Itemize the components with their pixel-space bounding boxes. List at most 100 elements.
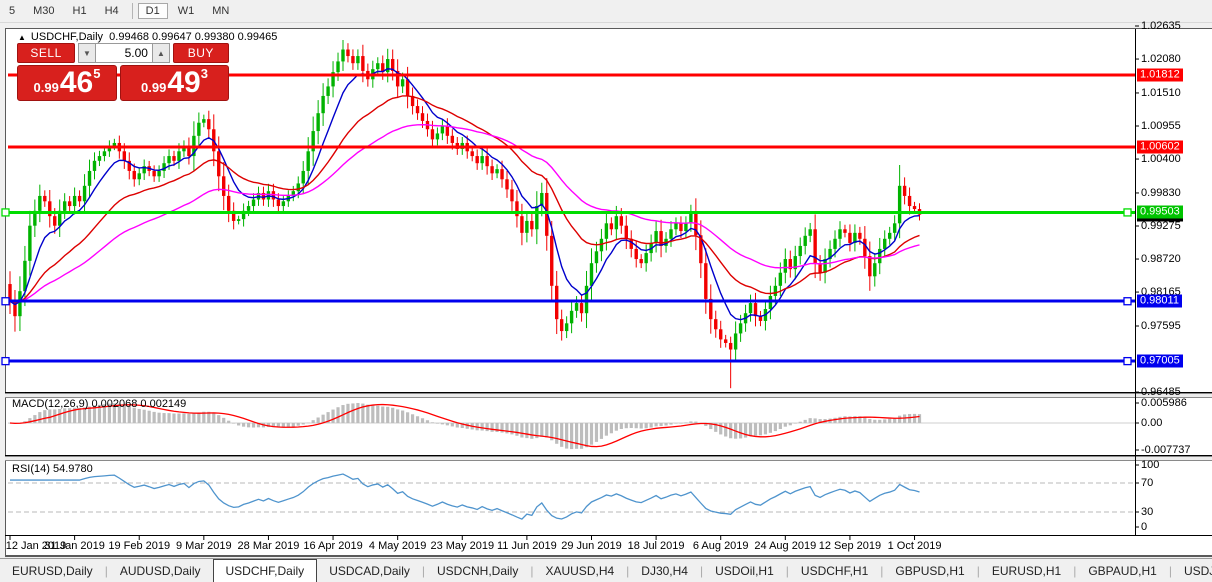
- tab-separator: |: [104, 564, 108, 578]
- timeframe-button-d1[interactable]: D1: [137, 3, 168, 19]
- amount-decrease-button[interactable]: ▼: [78, 43, 96, 63]
- rsi-tick: 0: [1141, 521, 1148, 533]
- macd-tick: -0.007737: [1141, 444, 1191, 456]
- tab-separator: |: [530, 564, 534, 578]
- chart-tab-usdoil-h1[interactable]: USDOil,H1: [715, 564, 774, 578]
- buy-price-big: 49: [167, 66, 201, 99]
- tab-separator: |: [699, 564, 704, 578]
- timeframe-toolbar: 5 M30 H1 H4 D1 W1 MN: [0, 0, 1212, 23]
- chart-tab-dj30-h4[interactable]: DJ30,H4: [641, 564, 688, 578]
- sell-price-prefix: 0.99: [33, 80, 59, 95]
- tab-separator: |: [626, 564, 630, 578]
- price-tick: 0.96485: [1141, 386, 1181, 399]
- sell-price-sup: 5: [93, 66, 101, 81]
- chart-tab-usdcnh-daily[interactable]: USDCNH,Daily: [437, 564, 519, 578]
- amount-increase-button[interactable]: ▲: [151, 43, 170, 63]
- price-tick: 0.97595: [1141, 320, 1181, 332]
- chart-window[interactable]: [5, 28, 1212, 557]
- tab-separator: |: [421, 564, 425, 578]
- tab-separator: |: [1073, 564, 1077, 578]
- date-tick: 4 May 2019: [368, 540, 427, 552]
- rsi-label: RSI(14) 54.9780: [12, 463, 93, 475]
- price-tick: 1.00400: [1141, 153, 1181, 166]
- trade-panel-top-row: SELL ▼ ▲ BUY: [17, 43, 229, 63]
- macd-panel-bottom-border: [5, 455, 1212, 456]
- tab-separator: |: [785, 564, 789, 578]
- down-arrow-icon: ▼: [83, 48, 91, 58]
- chart-tab-eurusd-h1[interactable]: EURUSD,H1: [991, 564, 1062, 578]
- buy-price-prefix: 0.99: [141, 80, 167, 95]
- date-tick: 28 Mar 2019: [237, 540, 300, 552]
- macd-tick: 0.005986: [1141, 397, 1187, 409]
- buy-price-tile[interactable]: 0.99 49 3: [120, 65, 229, 101]
- chart-tab-usdchf-h1[interactable]: USDCHF,H1: [800, 564, 869, 578]
- price-tick: 1.02635: [1141, 20, 1181, 32]
- date-tick: 29 Jun 2019: [561, 540, 622, 552]
- chart-tab-usdjp[interactable]: USDJP: [1183, 564, 1212, 578]
- macd-panel-resizer[interactable]: [5, 393, 1212, 398]
- date-tick: 24 Aug 2019: [754, 540, 817, 552]
- date-tick: 9 Mar 2019: [176, 540, 232, 552]
- timeframe-button-w1[interactable]: W1: [177, 5, 195, 17]
- up-arrow-icon: ▲: [156, 48, 165, 58]
- timeframe-button-m30[interactable]: M30: [33, 5, 55, 17]
- price-line-badge: 1.00602: [1137, 140, 1183, 154]
- sell-price-tile[interactable]: 0.99 46 5: [17, 65, 117, 101]
- rsi-tick: 70: [1141, 477, 1154, 489]
- timeframe-button-h4[interactable]: H4: [104, 5, 119, 17]
- main-panel-bottom-border: [5, 392, 1212, 393]
- chart-title: ▲ USDCHF,Daily 0.99468 0.99647 0.99380 0.…: [18, 31, 277, 43]
- ohlc-values: 0.99468 0.99647 0.99380 0.99465: [109, 31, 278, 43]
- timeframe-button-5[interactable]: 5: [9, 5, 16, 17]
- date-tick: 12 Sep 2019: [818, 540, 882, 552]
- date-tick: 16 Apr 2019: [303, 540, 363, 552]
- tab-separator: |: [1168, 564, 1172, 578]
- timeframe-button-h1[interactable]: H1: [72, 5, 87, 17]
- timeframe-button-mn[interactable]: MN: [212, 5, 230, 17]
- date-tick: 23 May 2019: [430, 540, 495, 552]
- price-tick: 0.99830: [1141, 186, 1181, 199]
- price-line-badge: 1.01812: [1137, 68, 1183, 82]
- tab-separator: |: [976, 564, 980, 578]
- amount-input[interactable]: [95, 43, 152, 63]
- tab-separator: |: [880, 564, 884, 578]
- rsi-tick: 100: [1141, 459, 1160, 471]
- price-tick: 0.99275: [1141, 220, 1181, 232]
- rsi-panel-bottom-border: [5, 535, 1212, 536]
- sell-button[interactable]: SELL: [17, 43, 76, 63]
- macd-tick: 0.00: [1141, 417, 1163, 429]
- chart-tab-usdchf-daily[interactable]: USDCHF,Daily: [212, 559, 318, 582]
- trade-panel-price-row: 0.99 46 5 0.99 49 3: [17, 65, 229, 101]
- chart-tab-eurusd-daily[interactable]: EURUSD,Daily: [12, 564, 93, 578]
- rsi-panel-resizer[interactable]: [5, 456, 1212, 461]
- date-tick: 19 Feb 2019: [108, 540, 171, 552]
- chart-tab-xauusd-h4[interactable]: XAUUSD,H4: [545, 564, 615, 578]
- date-tick: 6 Aug 2019: [692, 540, 749, 552]
- date-tick: 31 Jan 2019: [44, 540, 105, 552]
- price-tick: 1.00955: [1141, 120, 1181, 132]
- collapse-arrow-icon[interactable]: ▲: [18, 33, 26, 42]
- chart-tab-gbpusd-h1[interactable]: GBPUSD,H1: [895, 564, 965, 578]
- price-line-badge: 0.99503: [1137, 205, 1183, 219]
- chart-tab-usdcad-daily[interactable]: USDCAD,Daily: [329, 564, 410, 578]
- chart-tab-bar: EURUSD,Daily | AUDUSD,Daily USDCHF,Daily USD…: [0, 558, 1212, 582]
- rsi-tick: 30: [1141, 506, 1154, 518]
- one-click-trade-panel: SELL ▼ ▲ BUY 0.99 46 5 0.99 49 3: [17, 43, 229, 101]
- toolbar-separator: [131, 3, 133, 19]
- price-tick: 1.01510: [1141, 86, 1181, 99]
- price-tick: 0.98720: [1141, 253, 1181, 266]
- price-line-badge: 0.98011: [1137, 294, 1182, 308]
- chart-tab-audusd-daily[interactable]: AUDUSD,Daily: [119, 564, 201, 578]
- price-tick: 1.02080: [1141, 53, 1181, 66]
- chart-tab-gbpaud-h1[interactable]: GBPAUD,H1: [1088, 564, 1157, 578]
- sell-price-big: 46: [59, 66, 94, 99]
- date-tick: 11 Jun 2019: [497, 540, 557, 552]
- macd-label: MACD(12,26,9) 0.002068 0.002149: [12, 398, 187, 410]
- date-tick: 18 Jul 2019: [627, 540, 685, 552]
- date-tick: 1 Oct 2019: [887, 540, 942, 552]
- buy-price-sup: 3: [200, 66, 208, 81]
- price-axis-border: [1135, 29, 1136, 536]
- date-tick: 12 Jan 2019: [5, 540, 67, 552]
- buy-button[interactable]: BUY: [172, 43, 229, 63]
- symbol-label: USDCHF,Daily: [30, 31, 104, 43]
